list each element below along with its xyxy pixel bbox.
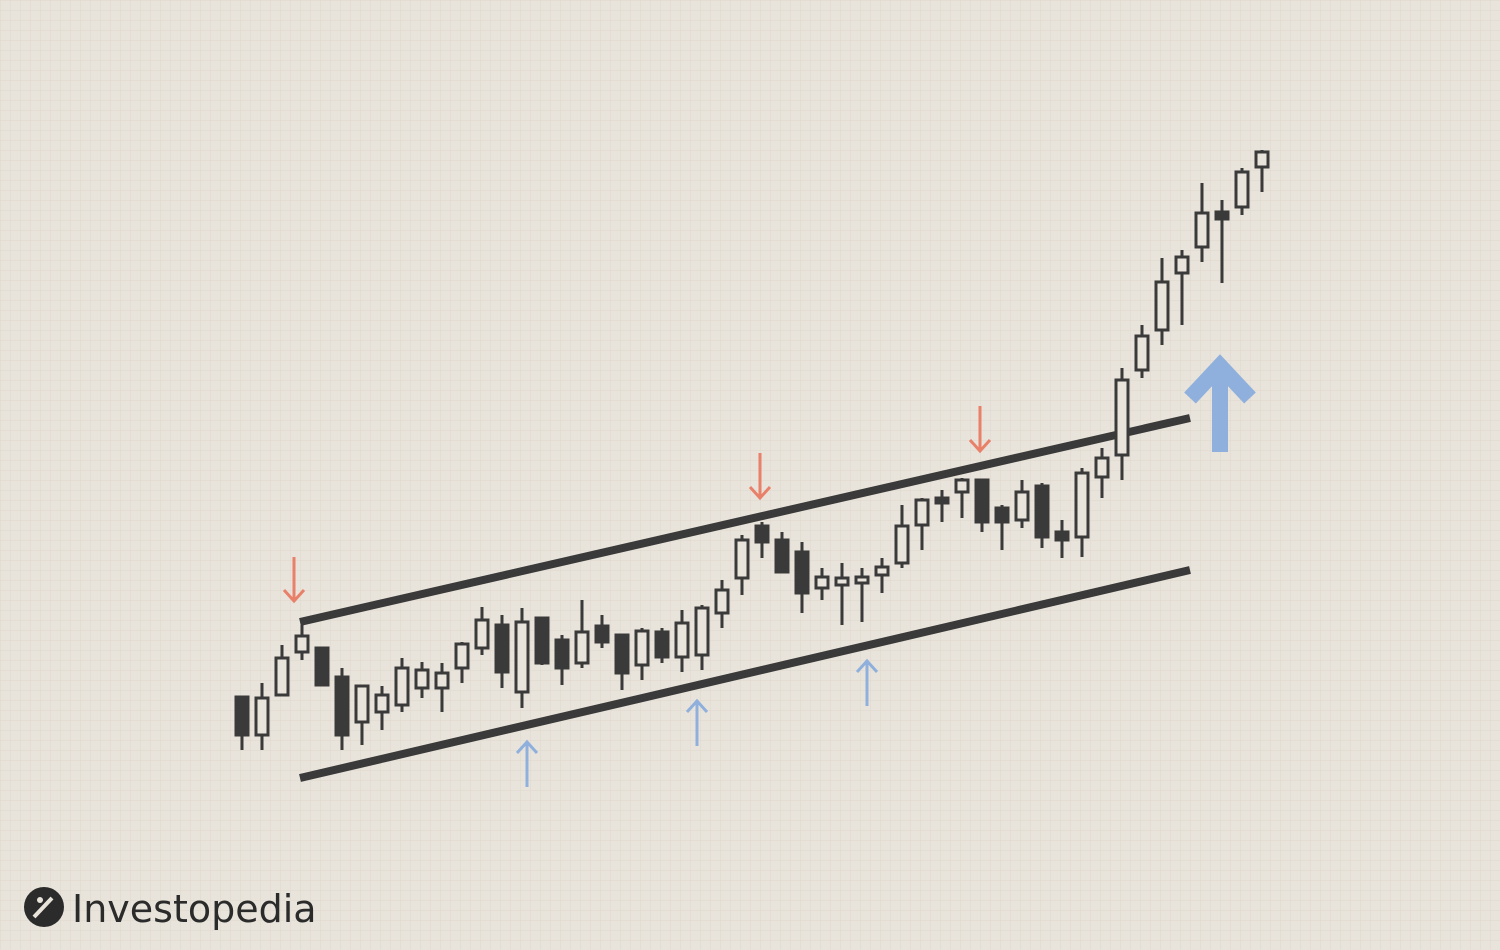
- bullish-body: [814, 575, 830, 590]
- bearish-body: [594, 624, 610, 644]
- down-arrow: [748, 453, 772, 501]
- bearish-body: [554, 638, 570, 670]
- bearish-body: [654, 630, 670, 659]
- bullish-body: [414, 668, 430, 690]
- upper-channel-line: [299, 414, 1191, 626]
- bearish-body: [794, 550, 810, 595]
- bullish-body: [454, 642, 470, 670]
- logo-dot: [37, 897, 43, 903]
- support-arrows: [515, 658, 879, 787]
- bullish-body: [1094, 456, 1110, 479]
- bullish-body: [394, 666, 410, 707]
- channel: [299, 414, 1191, 782]
- up-arrow: [515, 739, 539, 787]
- bullish-body: [374, 693, 390, 714]
- bullish-body: [874, 565, 890, 577]
- up-arrow: [855, 658, 879, 706]
- bullish-body: [954, 478, 970, 494]
- bearish-body: [994, 506, 1010, 524]
- bullish-body: [714, 588, 730, 615]
- bullish-body: [1174, 255, 1190, 275]
- bullish-body: [674, 621, 690, 659]
- bearish-body: [974, 478, 990, 524]
- bullish-body: [354, 684, 370, 724]
- bearish-body: [494, 623, 510, 674]
- bearish-body: [1034, 484, 1050, 539]
- bullish-body: [254, 696, 270, 737]
- bullish-body: [1074, 471, 1090, 539]
- bearish-body: [614, 633, 630, 675]
- bullish-body: [434, 671, 450, 690]
- bullish-body: [274, 656, 290, 697]
- bullish-body: [734, 538, 750, 580]
- bullish-body: [854, 575, 870, 585]
- bearish-body: [534, 616, 550, 665]
- bullish-body: [474, 618, 490, 650]
- bullish-body: [1134, 334, 1150, 372]
- bullish-body: [1254, 150, 1270, 169]
- bearish-body: [334, 675, 350, 737]
- resistance-arrows: [282, 406, 992, 604]
- logo-mark: [32, 896, 54, 919]
- bullish-body: [694, 606, 710, 657]
- bearish-body: [774, 538, 790, 574]
- bearish-body: [754, 524, 770, 544]
- down-arrow: [968, 406, 992, 454]
- bullish-body: [1194, 211, 1210, 249]
- bullish-body: [1114, 378, 1130, 457]
- bullish-body: [1154, 280, 1170, 332]
- bullish-body: [1234, 170, 1250, 209]
- bullish-body: [1014, 490, 1030, 522]
- bullish-body: [894, 524, 910, 565]
- logo: Investopedia: [24, 887, 317, 931]
- bearish-body: [314, 646, 330, 687]
- bullish-body: [834, 576, 850, 587]
- bullish-body: [514, 620, 530, 694]
- breakout-arrow: [1184, 354, 1256, 452]
- bearish-body: [234, 695, 250, 737]
- bearish-body: [934, 496, 950, 505]
- candles: [234, 150, 1270, 750]
- down-arrow: [282, 557, 306, 604]
- logo-text: Investopedia: [72, 887, 317, 931]
- bearish-body: [1054, 530, 1070, 542]
- bullish-body: [574, 630, 590, 665]
- bullish-body: [294, 634, 310, 654]
- lower-channel-line: [299, 566, 1191, 782]
- bullish-body: [634, 629, 650, 667]
- up-arrow: [685, 698, 709, 746]
- bearish-body: [1214, 210, 1230, 221]
- bullish-body: [914, 498, 930, 527]
